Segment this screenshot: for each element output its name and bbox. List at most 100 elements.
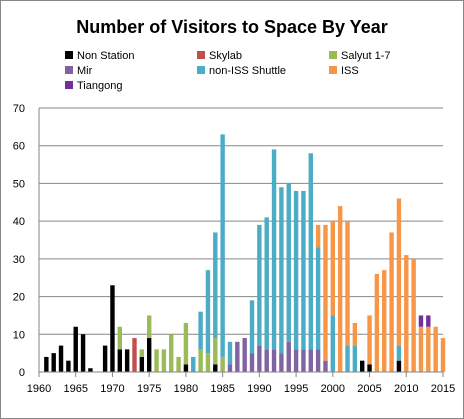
- bar-segment: [205, 353, 211, 372]
- bar-segment: [286, 183, 291, 342]
- bar-segment: [117, 326, 123, 350]
- bar-segment: [227, 364, 233, 372]
- bar-segment: [396, 360, 402, 372]
- bar-segment: [183, 364, 189, 372]
- x-tick-label: 2005: [357, 383, 381, 395]
- bar-segment: [271, 349, 277, 372]
- legend-swatch: [65, 66, 73, 74]
- bar-segment: [396, 198, 402, 346]
- x-tick-label: 1960: [27, 383, 51, 395]
- bar-segment: [264, 349, 269, 372]
- bar-segment: [389, 232, 394, 372]
- legend-label: Mir: [77, 65, 93, 77]
- bar-segment: [426, 315, 431, 327]
- bar-segment: [139, 356, 145, 372]
- bar-segment: [58, 345, 64, 372]
- y-tick-label: 10: [13, 329, 25, 341]
- bar-segment: [257, 345, 262, 372]
- legend-swatch: [329, 51, 337, 59]
- bar-segment: [257, 224, 262, 346]
- legend-label: ISS: [341, 65, 359, 77]
- bar-segment: [308, 349, 313, 372]
- y-tick-label: 30: [13, 254, 25, 266]
- bar-segment: [352, 322, 358, 346]
- bar-segment: [418, 326, 424, 372]
- x-tick-label: 1995: [284, 383, 308, 395]
- bar-segment: [249, 353, 255, 372]
- bar-segment: [337, 206, 343, 372]
- bar-segment: [279, 187, 284, 354]
- bar-segment: [176, 356, 181, 372]
- x-tick-label: 1990: [247, 383, 271, 395]
- chart-title: Number of Visitors to Space By Year: [76, 17, 387, 37]
- bar-segment: [213, 232, 218, 339]
- bar-segment: [359, 360, 365, 372]
- x-tick-label: 2010: [394, 383, 418, 395]
- bar-segment: [146, 338, 152, 372]
- bar-segment: [161, 349, 167, 372]
- bar-segment: [220, 134, 225, 357]
- bar-segment: [198, 349, 203, 372]
- bar-segment: [308, 153, 313, 350]
- bar-segment: [286, 341, 291, 372]
- x-tick-label: 1975: [137, 383, 161, 395]
- x-tick-label: 2015: [431, 383, 455, 395]
- bar-segment: [418, 315, 424, 327]
- y-tick-label: 50: [13, 178, 25, 190]
- bar-segment: [191, 356, 196, 372]
- bar-segment: [330, 221, 336, 316]
- bar-segment: [382, 270, 387, 372]
- bar-segment: [271, 149, 277, 350]
- bar-segment: [146, 315, 152, 339]
- bar-segment: [80, 334, 86, 372]
- bar-segment: [220, 356, 225, 372]
- y-tick-label: 40: [13, 216, 25, 228]
- bar-segment: [345, 345, 350, 372]
- bar-segment: [235, 341, 240, 372]
- bar-segment: [315, 224, 321, 248]
- bar-segment: [404, 255, 409, 372]
- bar-segment: [110, 285, 115, 372]
- bar-segment: [330, 315, 336, 372]
- legend-label: Non Station: [77, 50, 134, 62]
- axes: 0 10 20 30 40 50 60 70 1960 1965 1970 1975 1980 1985 1…: [13, 103, 455, 395]
- bar-segment: [293, 190, 299, 350]
- bar-segment: [205, 270, 211, 354]
- x-tick-label: 1980: [174, 383, 198, 395]
- bar-segment: [88, 368, 93, 372]
- bar-segment: [154, 349, 159, 372]
- bar-segment: [132, 338, 137, 372]
- y-tick-label: 20: [13, 292, 25, 304]
- bar-segment: [73, 326, 78, 372]
- bar-segment: [117, 349, 123, 372]
- bar-segment: [315, 349, 321, 372]
- bar-segment: [264, 217, 269, 350]
- legend-label: Tiangong: [77, 80, 122, 92]
- bar-segment: [183, 322, 189, 365]
- bar-segment: [102, 345, 108, 372]
- bar-segment: [51, 353, 56, 372]
- bar-segment: [352, 345, 358, 372]
- x-tick-label: 2000: [321, 383, 345, 395]
- bar-segment: [124, 349, 130, 372]
- bar-segment: [293, 349, 299, 372]
- bar-segment: [367, 315, 372, 365]
- legend-label: non-ISS Shuttle: [209, 65, 286, 77]
- legend-label: Salyut 1-7: [341, 50, 391, 62]
- bar-segment: [440, 338, 446, 372]
- bar-segment: [433, 326, 438, 372]
- bar-segment: [198, 311, 203, 350]
- bar-segment: [44, 356, 49, 372]
- gridlines: [39, 107, 443, 335]
- bar-segment: [301, 349, 306, 372]
- bar-segment: [367, 364, 372, 372]
- y-tick-label: 70: [13, 103, 25, 115]
- x-tick-label: 1965: [63, 383, 87, 395]
- bar-segment: [426, 326, 431, 372]
- bar-segment: [242, 338, 247, 372]
- bar-segment: [66, 360, 71, 372]
- y-tick-label: 60: [13, 141, 25, 153]
- bar-segment: [169, 334, 174, 372]
